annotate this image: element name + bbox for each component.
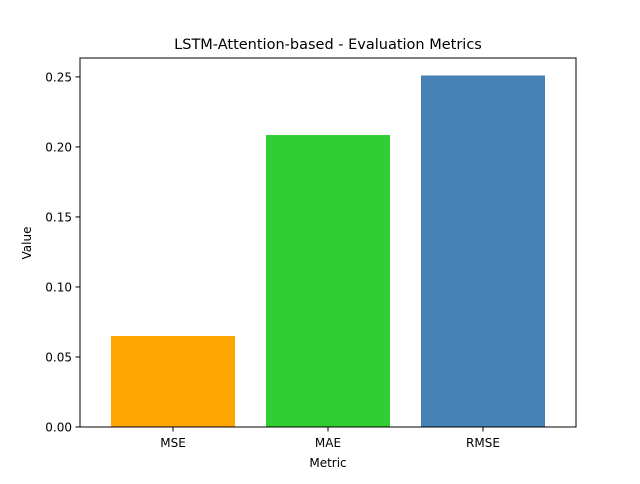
x-tick-label: MSE <box>160 436 186 450</box>
x-axis-label: Metric <box>309 456 346 470</box>
bar-rmse <box>421 75 545 427</box>
y-axis-label: Value <box>20 227 34 260</box>
y-tick-label: 0.00 <box>45 421 72 435</box>
y-tick-label: 0.05 <box>45 350 72 364</box>
y-tick-label: 0.25 <box>45 70 72 84</box>
bar-mse <box>111 335 235 427</box>
x-tick-label: MAE <box>315 436 341 450</box>
bar-mae <box>266 135 390 427</box>
y-tick-label: 0.15 <box>45 210 72 224</box>
plot-area: MSE MAE RMSE 0.00 0.05 0.10 0.15 0.20 0.25 <box>45 57 577 450</box>
y-tick-label: 0.10 <box>45 280 72 294</box>
chart-title: LSTM-Attention-based - Evaluation Metric… <box>174 37 482 53</box>
y-tick-label: 0.20 <box>45 140 72 154</box>
plot-frame <box>79 57 577 428</box>
x-tick-label: RMSE <box>466 436 500 450</box>
